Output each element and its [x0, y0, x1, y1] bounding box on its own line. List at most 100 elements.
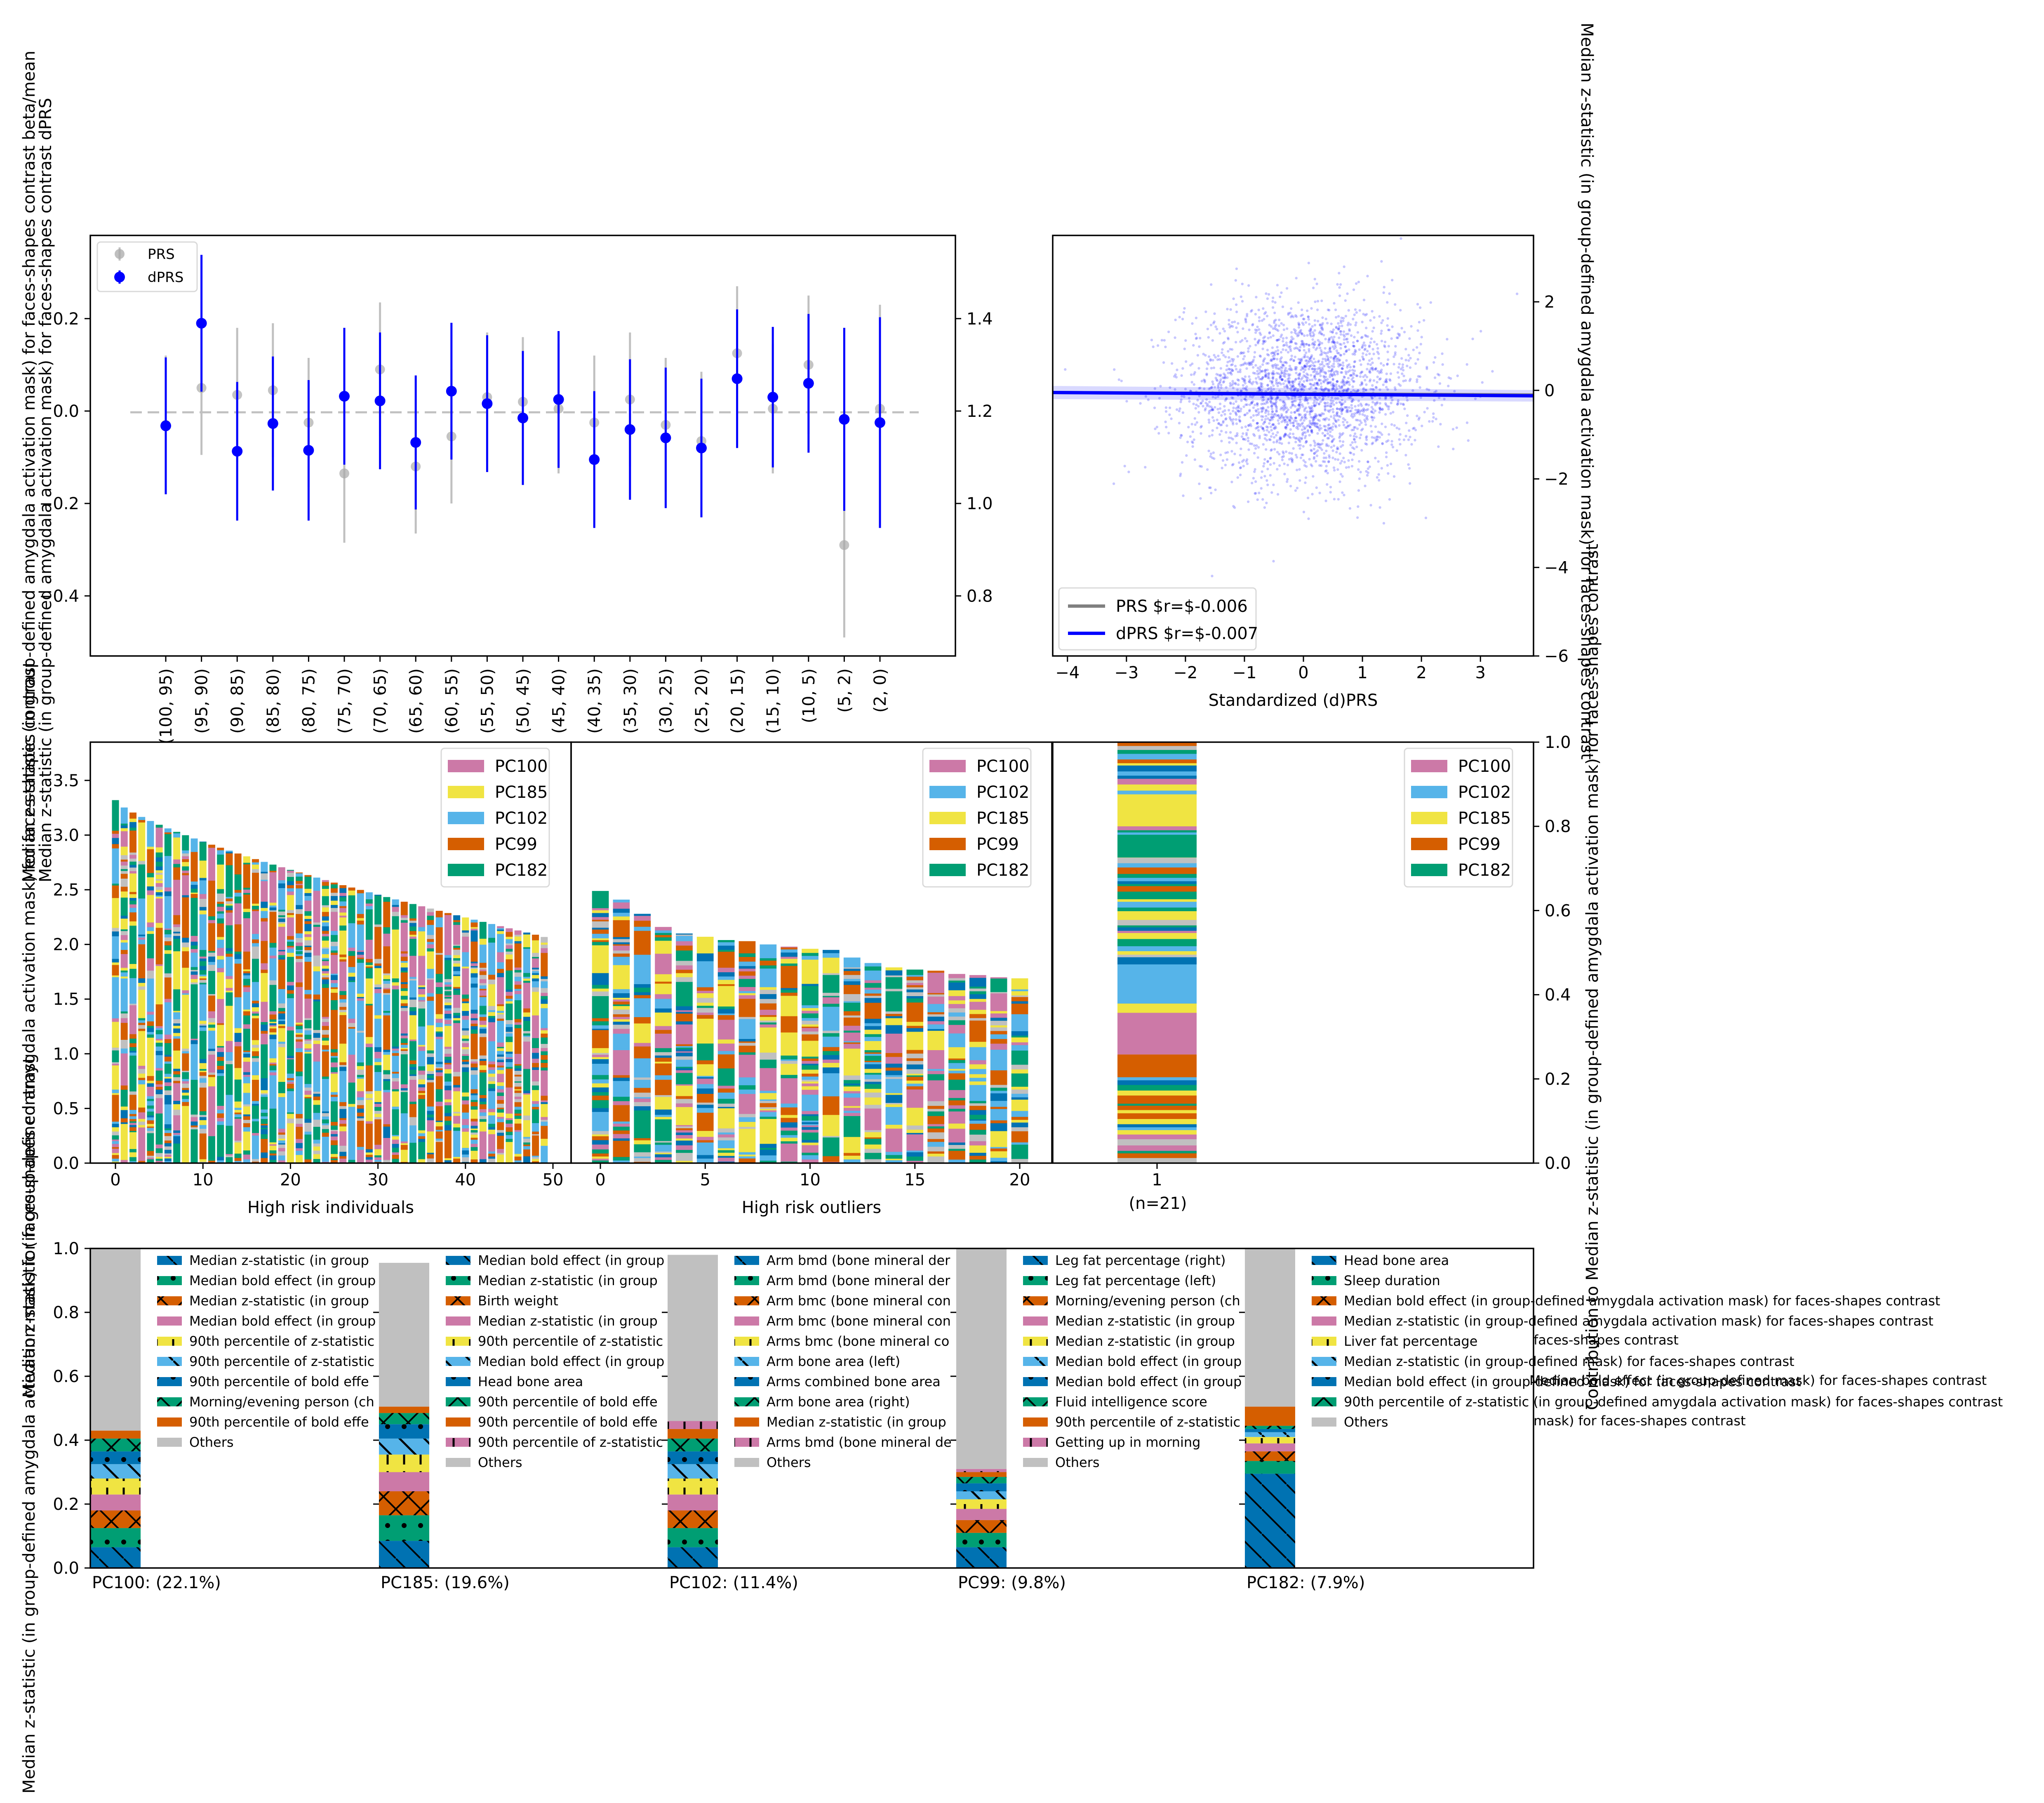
scatter-point	[1320, 349, 1323, 352]
bar-segment	[191, 889, 198, 893]
scatter-point	[1265, 315, 1269, 317]
scatter-point	[1318, 366, 1321, 369]
scatter-point	[1262, 307, 1265, 310]
scatter-point	[1287, 380, 1289, 383]
bar-segment	[191, 956, 198, 967]
scatter-point	[1282, 340, 1284, 343]
bar-segment	[278, 954, 285, 958]
scatter-point	[1273, 357, 1275, 361]
bar-segment	[479, 992, 487, 996]
scatter-point	[1218, 402, 1222, 405]
scatter-point	[1320, 299, 1323, 302]
bar-segment	[506, 959, 513, 971]
bar-segment	[409, 978, 416, 981]
scatter-point	[1290, 307, 1293, 310]
scatter-point	[1331, 411, 1335, 414]
bar-segment	[155, 1051, 163, 1055]
scatter-point	[1303, 349, 1305, 352]
bar-segment	[304, 915, 312, 919]
bar-segment	[191, 936, 198, 938]
bar-segment	[164, 1128, 172, 1131]
bar-segment	[234, 896, 242, 900]
bar-segment	[331, 1069, 338, 1072]
bar-segment	[173, 1145, 181, 1164]
bar-segment	[331, 1154, 338, 1157]
bar-segment	[217, 918, 224, 924]
scatter-point	[1375, 435, 1378, 439]
bar-segment	[287, 952, 294, 957]
scatter-point	[1343, 494, 1345, 496]
scatter-point	[1302, 445, 1305, 448]
bar-segment	[348, 980, 355, 982]
scatter-point	[1268, 324, 1271, 327]
scatter-point	[1366, 460, 1369, 463]
scatter-point	[1386, 464, 1389, 467]
scatter-point	[1198, 345, 1201, 348]
scatter-point	[1255, 381, 1258, 383]
scatter-point	[1398, 334, 1401, 337]
bar-segment	[278, 888, 285, 910]
bar-segment	[226, 1157, 233, 1162]
scatter-point	[1155, 425, 1159, 428]
scatter-point	[1208, 421, 1211, 424]
bar-segment	[269, 1014, 277, 1020]
scatter-point	[1386, 362, 1389, 365]
bar-segment	[112, 830, 119, 834]
scatter-point	[1232, 505, 1235, 508]
scatter-point	[1329, 415, 1333, 418]
bar-segment	[199, 910, 207, 914]
bar-segment	[243, 973, 250, 976]
bar-segment	[278, 1132, 285, 1135]
scatter-point	[1283, 343, 1286, 346]
scatter-point	[1321, 366, 1324, 369]
bar-segment	[453, 920, 461, 922]
x-tick-label: (2, 0)	[871, 668, 890, 713]
bar-segment	[418, 1091, 426, 1093]
bar-segment	[374, 932, 382, 959]
scatter-point	[1327, 437, 1330, 440]
scatter-point	[1327, 308, 1329, 311]
scatter-point	[1352, 380, 1355, 383]
scatter-point	[1303, 354, 1306, 357]
bar-segment	[427, 1053, 434, 1057]
bar-segment	[392, 1053, 399, 1056]
bar-segment	[112, 1095, 119, 1122]
scatter-point	[1338, 385, 1341, 388]
bar-segment	[488, 1041, 495, 1062]
bar-segment	[287, 947, 294, 949]
scatter-point	[1371, 442, 1374, 444]
bar-segment	[322, 979, 329, 984]
bar-segment	[304, 1122, 312, 1128]
bar-segment	[313, 1126, 320, 1140]
scatter-point	[1408, 379, 1411, 382]
scatter-point	[1378, 506, 1381, 509]
scatter-point	[1338, 325, 1341, 328]
scatter-point	[1324, 338, 1327, 341]
bar-segment	[287, 872, 294, 877]
bar-segment	[208, 968, 215, 971]
bar-segment	[462, 1019, 469, 1024]
scatter-point	[1362, 375, 1365, 378]
scatter-point	[1350, 413, 1354, 416]
scatter-point	[1371, 310, 1374, 313]
bar-segment	[506, 931, 513, 937]
scatter-point	[1383, 286, 1385, 289]
bar-segment	[208, 873, 215, 877]
bar-segment	[252, 1044, 259, 1048]
scatter-point	[1273, 427, 1275, 430]
scatter-point	[1290, 331, 1293, 334]
scatter-point	[1302, 386, 1305, 388]
scatter-point	[1261, 385, 1264, 388]
scatter-point	[1336, 407, 1338, 410]
bar-segment	[462, 1104, 469, 1109]
bar-segment	[208, 844, 215, 848]
scatter-point	[1204, 354, 1207, 357]
bar-segment	[497, 931, 504, 934]
bar-segment	[470, 1137, 478, 1140]
bar-segment	[304, 990, 312, 994]
scatter-point	[1310, 449, 1312, 451]
scatter-point	[1246, 458, 1249, 461]
bar-segment	[243, 1051, 250, 1054]
scatter-point	[1340, 404, 1343, 407]
bar-segment	[155, 1070, 163, 1081]
